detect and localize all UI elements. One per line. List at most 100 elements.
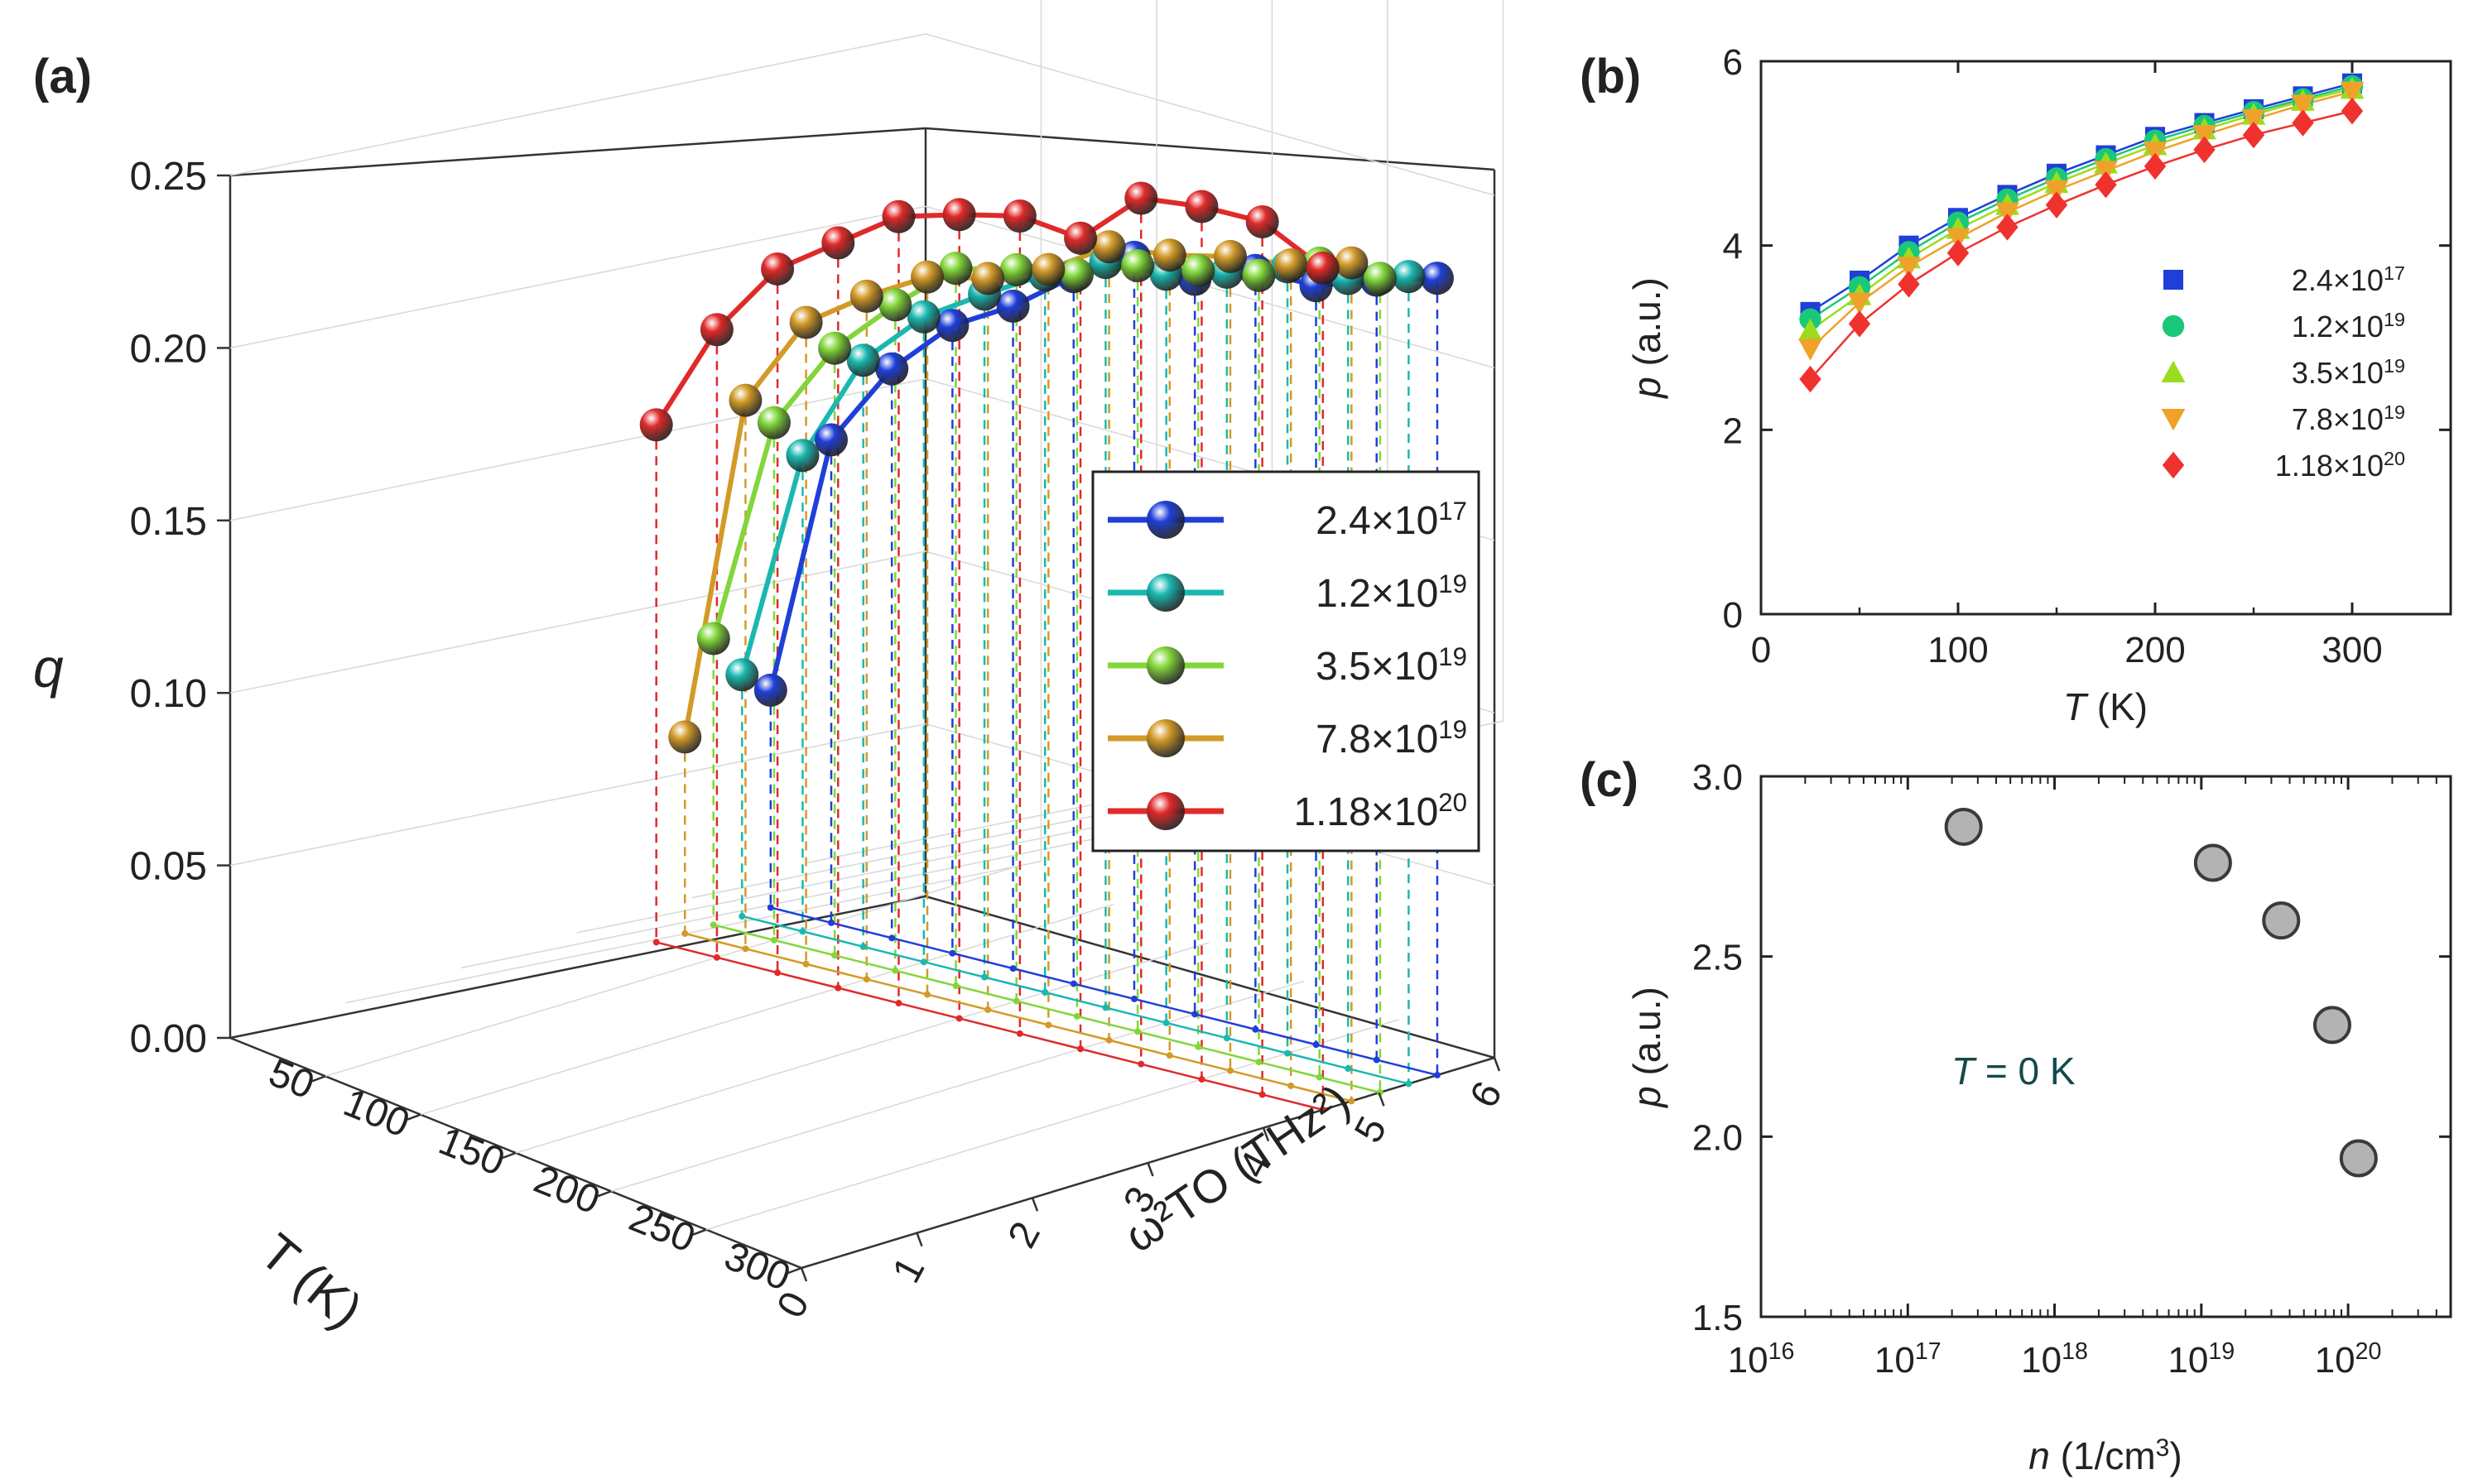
data-point — [1363, 262, 1397, 295]
q-axis-title: q — [33, 637, 64, 699]
data-point-b — [2292, 109, 2314, 137]
legend-b-label: 1.18×1020 — [2275, 448, 2405, 483]
data-point-b — [1847, 292, 1872, 315]
legend-label: 1.18×1020 — [1293, 788, 1467, 835]
y-tick-b: 2 — [1723, 411, 1743, 451]
data-point — [1213, 239, 1247, 273]
floor-point — [739, 912, 746, 920]
data-point-b — [2242, 121, 2265, 149]
floor-point — [767, 904, 774, 911]
floor-point — [828, 919, 835, 926]
data-point — [1420, 262, 1454, 295]
data-point — [818, 331, 852, 365]
data-point-b — [2192, 125, 2216, 147]
data-point — [936, 309, 970, 343]
data-point-c — [2193, 843, 2232, 882]
data-point — [1092, 230, 1126, 264]
x-tick-b: 300 — [2322, 630, 2382, 670]
data-point — [1392, 260, 1426, 294]
floor-point — [710, 921, 717, 929]
t-tick: 50 — [262, 1050, 320, 1107]
floor-point — [920, 958, 927, 966]
data-point-b — [1897, 257, 1921, 279]
legend-b-marker — [2163, 270, 2183, 290]
x-tick-c: 1016 — [1728, 1338, 1795, 1381]
data-point-b — [2341, 97, 2364, 125]
data-point-b — [2144, 152, 2167, 180]
data-point-c — [2339, 1139, 2378, 1178]
data-point — [639, 408, 673, 442]
floor-point — [952, 982, 960, 990]
floor-line — [741, 915, 1409, 1085]
floor-point — [1013, 997, 1020, 1005]
x-tick-c: 1017 — [1874, 1338, 1942, 1381]
legend-b: 2.4×1017 1.2×1019 3.5×1019 7.8×1019 1.18×102… — [2161, 262, 2405, 483]
floor-point — [955, 1015, 963, 1022]
projection-dashes — [655, 198, 1439, 1110]
q-tick: 0.00 — [130, 1017, 207, 1061]
floor-point — [1077, 1045, 1085, 1053]
t-tick: 150 — [433, 1119, 511, 1184]
x-axis-title-b: T (K) — [2063, 685, 2148, 728]
data-point — [700, 313, 734, 347]
floor-point — [949, 949, 956, 957]
legend-b-marker — [2162, 451, 2185, 479]
t-tick: 250 — [623, 1196, 701, 1261]
data-point — [1003, 199, 1037, 233]
floor-point — [984, 1006, 992, 1013]
fit-curves-b — [1809, 82, 2353, 380]
fit-curve — [1809, 84, 2353, 320]
q-tick: 0.05 — [130, 845, 207, 889]
legend-a: 2.4×1017 1.2×1019 3.5×1019 7.8×1019 1.18×102… — [1091, 470, 1480, 852]
omega-axis-title: ω²TO (THz²) — [1114, 1074, 1359, 1262]
data-point — [1242, 258, 1276, 292]
x-axis-title-c: n (1/cm3) — [2028, 1434, 2182, 1478]
legend-label: 2.4×1017 — [1316, 497, 1467, 544]
data-point — [1245, 204, 1279, 238]
floor-point — [1042, 989, 1049, 997]
omega-tick: 2 — [1000, 1215, 1049, 1255]
data-point — [815, 423, 849, 457]
floor-point — [1433, 1071, 1441, 1078]
y-axis-title-b: p (a.u.) — [1625, 277, 1668, 400]
q-tick: 0.25 — [130, 155, 207, 199]
data-point-b — [2291, 94, 2315, 117]
data-point — [1152, 238, 1186, 272]
data-point — [789, 305, 823, 339]
floor-point — [1195, 1043, 1202, 1050]
panel-b-label: (b) — [1580, 50, 1641, 103]
data-point — [753, 673, 787, 707]
data-point — [971, 262, 1005, 295]
data-point-b — [2340, 81, 2365, 104]
fit-curve — [1809, 88, 2353, 332]
3d-gridlines — [229, 0, 1504, 1231]
q-tick: 0.15 — [130, 500, 207, 544]
floor-line — [656, 941, 1324, 1112]
floor-point — [1130, 995, 1138, 1002]
floor-point — [681, 929, 689, 937]
markers-c — [1944, 807, 2378, 1178]
data-point-b — [1946, 239, 1970, 267]
legend-label: 7.8×1019 — [1316, 715, 1467, 762]
data-point — [1060, 257, 1094, 291]
floor-point — [799, 928, 806, 935]
floor-point — [895, 1000, 902, 1007]
legend-b-marker — [2161, 360, 2186, 382]
data-point — [942, 198, 976, 232]
floor-point — [1009, 965, 1017, 973]
data-point — [1032, 252, 1066, 286]
data-point — [696, 622, 730, 656]
floor-line — [713, 924, 1381, 1094]
floor-point — [1102, 1004, 1109, 1011]
legend-label: 3.5×1019 — [1316, 642, 1467, 689]
floor-point — [774, 969, 782, 977]
floor-point — [892, 967, 899, 974]
plot-frame-b — [1759, 60, 2452, 616]
markers-b — [1798, 73, 2365, 393]
floor-point — [924, 991, 931, 998]
omega-tick: 6 — [1462, 1074, 1511, 1114]
data-point-b — [1995, 202, 2019, 224]
floor-point — [831, 952, 839, 959]
panel-b: (b) 0 100 200 300 0 2 4 6 2.4×1017 1.2×1019 3.5×1… — [1580, 42, 2452, 728]
